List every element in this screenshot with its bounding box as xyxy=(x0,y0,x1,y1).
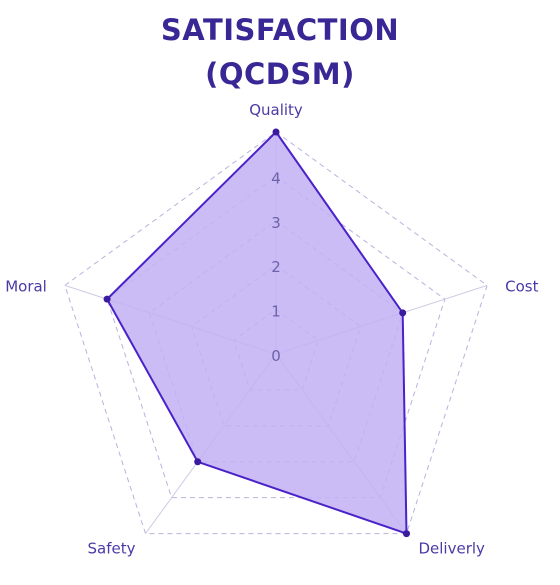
tick-label-1: 1 xyxy=(271,303,281,321)
series-area xyxy=(106,131,408,535)
data-point-cost xyxy=(399,309,407,317)
axis-label-cost: Cost xyxy=(505,277,538,295)
radar-series xyxy=(103,128,410,538)
chart-title-line2: (QCDSM) xyxy=(205,57,355,91)
data-point-moral xyxy=(103,295,111,303)
radar-tick-labels: 0 1 2 3 4 xyxy=(271,169,281,365)
axis-label-safety: Safety xyxy=(88,540,136,558)
radar-axis-labels: Quality Cost Deliverly Safety Moral xyxy=(5,101,538,558)
tick-label-3: 3 xyxy=(271,214,281,232)
tick-label-0: 0 xyxy=(271,347,281,365)
data-point-deliverly xyxy=(402,530,410,538)
chart-title: SATISFACTION (QCDSM) xyxy=(0,8,560,96)
grid-ring-4 xyxy=(106,175,446,499)
tick-label-4: 4 xyxy=(271,169,281,187)
chart-title-line1: SATISFACTION xyxy=(160,13,400,47)
data-point-quality xyxy=(272,128,280,136)
axis-label-quality: Quality xyxy=(249,101,303,119)
axis-label-deliverly: Deliverly xyxy=(418,540,485,558)
axis-label-moral: Moral xyxy=(5,277,47,295)
tick-label-2: 2 xyxy=(271,258,281,276)
grid-ring-5 xyxy=(64,131,488,535)
data-point-safety xyxy=(194,458,202,466)
